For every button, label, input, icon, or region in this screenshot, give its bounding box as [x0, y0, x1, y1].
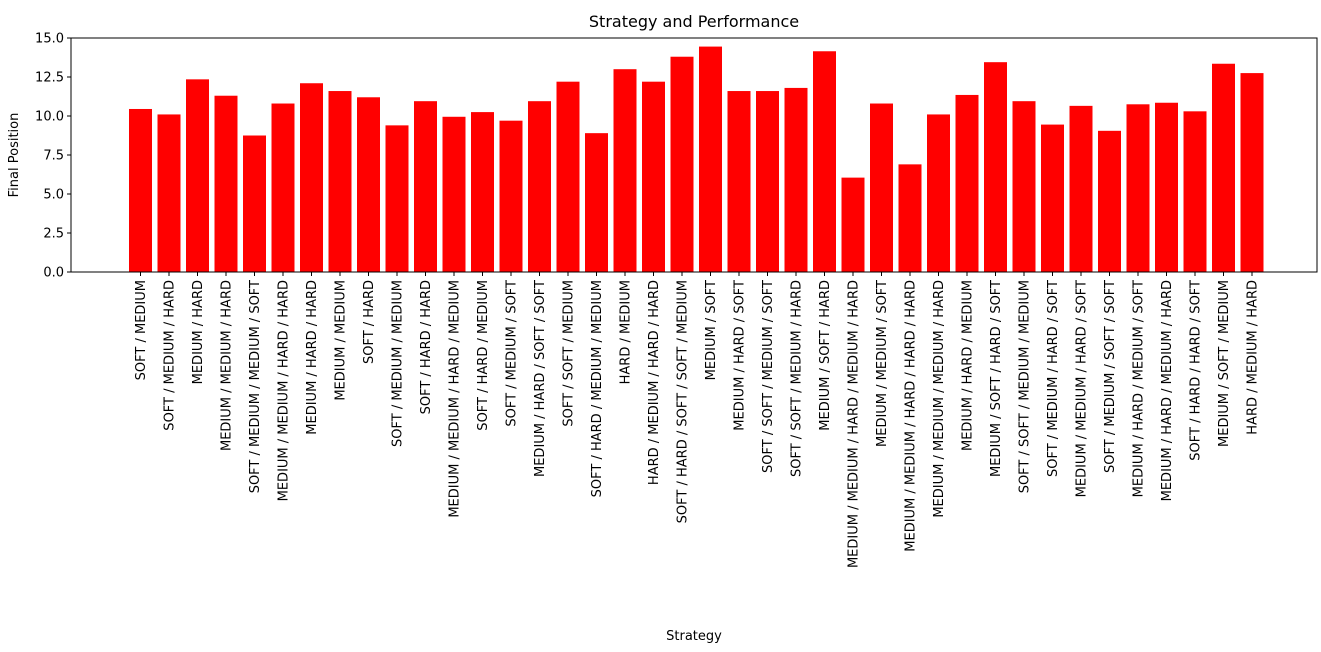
bar — [186, 79, 209, 272]
x-tick-label: MEDIUM / MEDIUM / HARD / SOFT — [1075, 280, 1090, 497]
bar — [271, 103, 295, 273]
bar — [1155, 102, 1178, 273]
bar — [613, 69, 637, 272]
x-tick-label: SOFT / SOFT / MEDIUM / SOFT — [761, 280, 776, 473]
bar — [499, 120, 523, 273]
x-tick-label: MEDIUM / HARD / SOFT — [733, 280, 748, 431]
x-tick-label: MEDIUM / MEDIUM / MEDIUM / HARD — [932, 280, 947, 518]
x-tick-label: SOFT / MEDIUM / HARD — [163, 280, 178, 431]
bar — [813, 51, 836, 273]
bar — [784, 87, 808, 272]
bar — [385, 125, 409, 272]
bar — [1069, 105, 1093, 272]
x-tick-label: MEDIUM / HARD / MEDIUM / SOFT — [1132, 280, 1147, 497]
x-tick-label: SOFT / HARD / MEDIUM — [476, 280, 491, 431]
x-tick-label: SOFT / HARD / SOFT / SOFT / MEDIUM — [676, 280, 691, 523]
chart-title: Strategy and Performance — [589, 12, 799, 31]
x-tick-label: MEDIUM / HARD / HARD — [305, 280, 320, 435]
bar — [300, 83, 323, 273]
x-tick-label: SOFT / MEDIUM / MEDIUM / SOFT — [248, 280, 263, 493]
x-tick-label: HARD / MEDIUM — [619, 280, 634, 384]
x-tick-label: MEDIUM / MEDIUM / HARD / HARD — [277, 280, 292, 501]
x-tick-label: SOFT / SOFT / MEDIUM — [562, 280, 577, 427]
bar — [214, 95, 238, 272]
bar — [243, 135, 266, 272]
bar — [699, 46, 722, 272]
bar — [1240, 73, 1264, 272]
x-tick-label: SOFT / MEDIUM / SOFT / SOFT — [1103, 280, 1118, 473]
x-tick-label: SOFT / MEDIUM / SOFT — [505, 280, 520, 427]
x-tick-label: SOFT / HARD / HARD — [419, 280, 434, 414]
x-tick-label: SOFT / SOFT / MEDIUM / MEDIUM — [1018, 280, 1033, 493]
bar — [642, 81, 665, 273]
bar — [1012, 101, 1036, 273]
x-tick-label: MEDIUM / MEDIUM / SOFT — [875, 280, 890, 447]
x-tick-label: MEDIUM / SOFT / MEDIUM — [1217, 280, 1232, 447]
x-tick-label: SOFT / MEDIUM / HARD / SOFT — [1046, 280, 1061, 477]
bar — [1126, 104, 1150, 272]
x-tick-label: HARD / MEDIUM / HARD — [1246, 280, 1261, 435]
y-tick-label: 15.0 — [35, 32, 64, 47]
bars-layer — [129, 46, 1264, 273]
plot-frame — [70, 37, 1318, 273]
bar — [157, 114, 181, 272]
bar — [841, 177, 865, 272]
y-tick-label: 0.0 — [43, 266, 64, 281]
y-tick-label: 7.5 — [43, 149, 64, 164]
x-tick-label: SOFT / SOFT / MEDIUM / HARD — [790, 280, 805, 477]
bar — [585, 133, 608, 272]
bar — [670, 56, 694, 272]
x-axis-label: Strategy — [666, 629, 722, 644]
bar — [471, 112, 494, 272]
y-tick-label: 10.0 — [35, 110, 64, 125]
x-tick-label: SOFT / HARD / MEDIUM / MEDIUM — [590, 280, 605, 497]
x-tick-label: MEDIUM / HARD / MEDIUM / HARD — [1160, 280, 1175, 501]
y-axis-ticks: 0.0 2.5 5.0 7.5 10.0 12.5 15.0 — [35, 32, 71, 281]
bar — [414, 101, 437, 273]
x-tick-label: MEDIUM / MEDIUM / HARD / MEDIUM — [448, 280, 463, 518]
x-tick-label: MEDIUM / MEDIUM / HARD — [220, 280, 235, 451]
bar — [727, 91, 751, 272]
x-tick-label: MEDIUM / SOFT / HARD — [818, 280, 833, 431]
y-tick-label: 5.0 — [43, 188, 64, 203]
x-tick-label: SOFT / HARD — [362, 280, 377, 364]
bar — [357, 97, 380, 272]
bar — [129, 108, 152, 272]
x-tick-label: MEDIUM / HARD / MEDIUM — [961, 280, 976, 451]
x-tick-label: MEDIUM / HARD / SOFT / SOFT — [533, 280, 548, 477]
y-axis-label: Final Position — [7, 113, 22, 198]
x-tick-label: HARD / MEDIUM / HARD / HARD — [647, 280, 662, 485]
y-tick-label: 2.5 — [43, 227, 64, 242]
bar — [442, 116, 466, 272]
bar — [1212, 63, 1235, 272]
x-tick-label: MEDIUM / MEDIUM / HARD / MEDIUM / HARD — [847, 280, 862, 568]
x-tick-label: SOFT / MEDIUM — [134, 280, 149, 380]
bar — [1183, 111, 1207, 272]
x-axis-ticks: SOFT / MEDIUM SOFT / MEDIUM / HARD MEDIUM … — [134, 272, 1261, 568]
bar — [898, 164, 922, 272]
bar — [1041, 124, 1064, 272]
x-tick-label: MEDIUM / MEDIUM — [334, 280, 349, 401]
y-tick-label: 12.5 — [35, 71, 64, 86]
bar — [1098, 130, 1121, 272]
bar — [328, 91, 352, 272]
x-tick-label: MEDIUM / SOFT — [704, 280, 719, 380]
bar — [955, 94, 979, 272]
bar — [528, 101, 551, 273]
bar — [984, 62, 1007, 273]
bar — [927, 114, 950, 272]
bar — [756, 91, 779, 272]
x-tick-label: SOFT / MEDIUM / MEDIUM — [391, 280, 406, 447]
bar — [556, 81, 580, 273]
x-tick-label: MEDIUM / SOFT / HARD / SOFT — [989, 280, 1004, 477]
bar — [870, 103, 893, 273]
x-tick-label: MEDIUM / MEDIUM / HARD / HARD / HARD — [904, 280, 919, 552]
x-tick-label: MEDIUM / HARD — [191, 280, 206, 384]
x-tick-label: SOFT / HARD / HARD / SOFT — [1189, 280, 1204, 461]
